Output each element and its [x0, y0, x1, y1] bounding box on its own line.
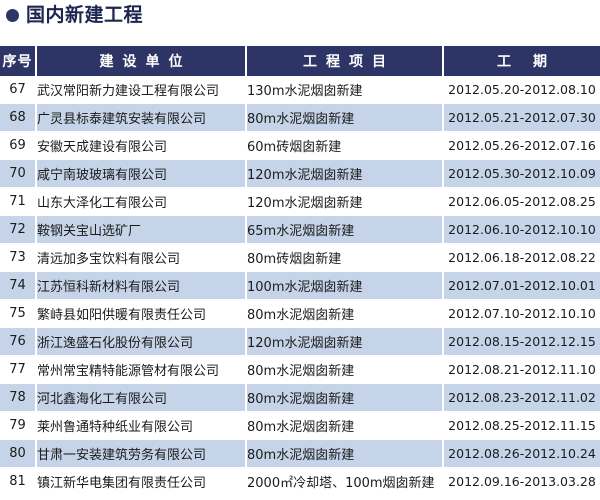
- cell-duration: 2012.08.15-2012.12.15: [443, 327, 600, 356]
- cell-seq: 71: [0, 187, 37, 216]
- cell-seq: 74: [0, 271, 37, 300]
- table-row: 77 常州常宝精特能源管材有限公司 80m水泥烟囱新建 2012.08.21-2012…: [0, 355, 600, 384]
- cell-project: 120m水泥烟囱新建: [246, 327, 444, 356]
- cell-project: 120m水泥烟囱新建: [246, 187, 444, 216]
- cell-unit: 安徽天成建设有限公司: [36, 131, 247, 160]
- column-header-seq: 序号: [0, 46, 37, 76]
- cell-seq: 75: [0, 299, 37, 328]
- cell-seq: 81: [0, 467, 37, 496]
- page-title: 国内新建工程: [6, 6, 143, 25]
- cell-seq: 76: [0, 327, 37, 356]
- cell-unit: 常州常宝精特能源管材有限公司: [36, 355, 247, 384]
- cell-project: 60m砖烟囱新建: [246, 131, 444, 160]
- table-row: 80 甘肃一安装建筑劳务有限公司 80m水泥烟囱新建 2012.08.26-2012.…: [0, 439, 600, 468]
- cell-seq: 78: [0, 383, 37, 412]
- column-header-project: 工程项目: [246, 46, 444, 76]
- cell-unit: 山东大泽化工有限公司: [36, 187, 247, 216]
- cell-project: 80m水泥烟囱新建: [246, 355, 444, 384]
- cell-duration: 2012.05.20-2012.08.10: [443, 76, 600, 104]
- projects-table-wrapper: 序号 建设单位 工程项目 工期 67 武汉常阳新力建设工程有限公司 130m水泥烟囱…: [0, 46, 600, 496]
- cell-duration: 2012.06.18-2012.08.22: [443, 243, 600, 272]
- cell-project: 80m水泥烟囱新建: [246, 383, 444, 412]
- table-row: 71 山东大泽化工有限公司 120m水泥烟囱新建 2012.06.05-2012.08…: [0, 187, 600, 216]
- column-header-duration: 工期: [443, 46, 600, 76]
- cell-duration: 2012.08.21-2012.11.10: [443, 355, 600, 384]
- cell-duration: 2012.05.30-2012.10.09: [443, 159, 600, 188]
- table-row: 72 鞍钢关宝山选矿厂 65m水泥烟囱新建 2012.06.10-2012.10.10: [0, 215, 600, 244]
- bullet-dot-icon: [6, 9, 19, 22]
- table-body: 67 武汉常阳新力建设工程有限公司 130m水泥烟囱新建 2012.05.20-201…: [0, 76, 600, 496]
- cell-unit: 江苏恒科新材料有限公司: [36, 271, 247, 300]
- cell-duration: 2012.06.10-2012.10.10: [443, 215, 600, 244]
- cell-duration: 2012.09.16-2013.03.28: [443, 467, 600, 496]
- cell-duration: 2012.07.10-2012.10.10: [443, 299, 600, 328]
- cell-unit: 河北鑫海化工有限公司: [36, 383, 247, 412]
- table-row: 73 清远加多宝饮料有限公司 80m砖烟囱新建 2012.06.18-2012.08.…: [0, 243, 600, 272]
- cell-duration: 2012.08.23-2012.11.02: [443, 383, 600, 412]
- table-row: 79 莱州鲁通特种纸业有限公司 80m水泥烟囱新建 2012.08.25-2012.1…: [0, 411, 600, 440]
- cell-unit: 清远加多宝饮料有限公司: [36, 243, 247, 272]
- cell-project: 130m水泥烟囱新建: [246, 76, 444, 104]
- cell-unit: 浙江逸盛石化股份有限公司: [36, 327, 247, 356]
- cell-seq: 68: [0, 103, 37, 132]
- cell-project: 80m水泥烟囱新建: [246, 439, 444, 468]
- cell-unit: 广灵县标泰建筑安装有限公司: [36, 103, 247, 132]
- table-row: 81 镇江新华电集团有限责任公司 2000㎡冷却塔、100m烟囱新建 2012.09.…: [0, 467, 600, 496]
- table-row: 68 广灵县标泰建筑安装有限公司 80m水泥烟囱新建 2012.05.21-2012.…: [0, 103, 600, 132]
- cell-duration: 2012.06.05-2012.08.25: [443, 187, 600, 216]
- cell-project: 65m水泥烟囱新建: [246, 215, 444, 244]
- table-header: 序号 建设单位 工程项目 工期: [0, 46, 600, 76]
- table-row: 74 江苏恒科新材料有限公司 100m水泥烟囱新建 2012.07.01-2012.1…: [0, 271, 600, 300]
- table-row: 67 武汉常阳新力建设工程有限公司 130m水泥烟囱新建 2012.05.20-201…: [0, 76, 600, 104]
- cell-seq: 69: [0, 131, 37, 160]
- cell-unit: 镇江新华电集团有限责任公司: [36, 467, 247, 496]
- table-row: 75 繁峙县如阳供暖有限责任公司 80m水泥烟囱新建 2012.07.10-2012.…: [0, 299, 600, 328]
- cell-duration: 2012.05.26-2012.07.16: [443, 131, 600, 160]
- cell-unit: 繁峙县如阳供暖有限责任公司: [36, 299, 247, 328]
- cell-project: 120m水泥烟囱新建: [246, 159, 444, 188]
- table-row: 76 浙江逸盛石化股份有限公司 120m水泥烟囱新建 2012.08.15-2012.…: [0, 327, 600, 356]
- cell-project: 80m水泥烟囱新建: [246, 299, 444, 328]
- cell-duration: 2012.08.26-2012.10.24: [443, 439, 600, 468]
- cell-project: 2000㎡冷却塔、100m烟囱新建: [246, 467, 444, 496]
- cell-unit: 武汉常阳新力建设工程有限公司: [36, 76, 247, 104]
- cell-duration: 2012.05.21-2012.07.30: [443, 103, 600, 132]
- cell-project: 80m砖烟囱新建: [246, 243, 444, 272]
- cell-seq: 79: [0, 411, 37, 440]
- cell-project: 80m水泥烟囱新建: [246, 103, 444, 132]
- table-row: 78 河北鑫海化工有限公司 80m水泥烟囱新建 2012.08.23-2012.11.…: [0, 383, 600, 412]
- cell-duration: 2012.08.25-2012.11.15: [443, 411, 600, 440]
- column-header-unit: 建设单位: [36, 46, 247, 76]
- cell-project: 100m水泥烟囱新建: [246, 271, 444, 300]
- cell-duration: 2012.07.01-2012.10.01: [443, 271, 600, 300]
- table-row: 69 安徽天成建设有限公司 60m砖烟囱新建 2012.05.26-2012.07.1…: [0, 131, 600, 160]
- projects-table: 序号 建设单位 工程项目 工期 67 武汉常阳新力建设工程有限公司 130m水泥烟囱…: [0, 46, 600, 496]
- cell-seq: 80: [0, 439, 37, 468]
- cell-unit: 甘肃一安装建筑劳务有限公司: [36, 439, 247, 468]
- cell-seq: 77: [0, 355, 37, 384]
- cell-unit: 莱州鲁通特种纸业有限公司: [36, 411, 247, 440]
- table-row: 70 咸宁南玻玻璃有限公司 120m水泥烟囱新建 2012.05.30-2012.10…: [0, 159, 600, 188]
- cell-seq: 67: [0, 76, 37, 104]
- page-title-label: 国内新建工程: [26, 4, 144, 26]
- cell-seq: 70: [0, 159, 37, 188]
- table-header-row: 序号 建设单位 工程项目 工期: [0, 46, 600, 76]
- cell-seq: 72: [0, 215, 37, 244]
- cell-seq: 73: [0, 243, 37, 272]
- cell-unit: 咸宁南玻玻璃有限公司: [36, 159, 247, 188]
- cell-project: 80m水泥烟囱新建: [246, 411, 444, 440]
- cell-unit: 鞍钢关宝山选矿厂: [36, 215, 247, 244]
